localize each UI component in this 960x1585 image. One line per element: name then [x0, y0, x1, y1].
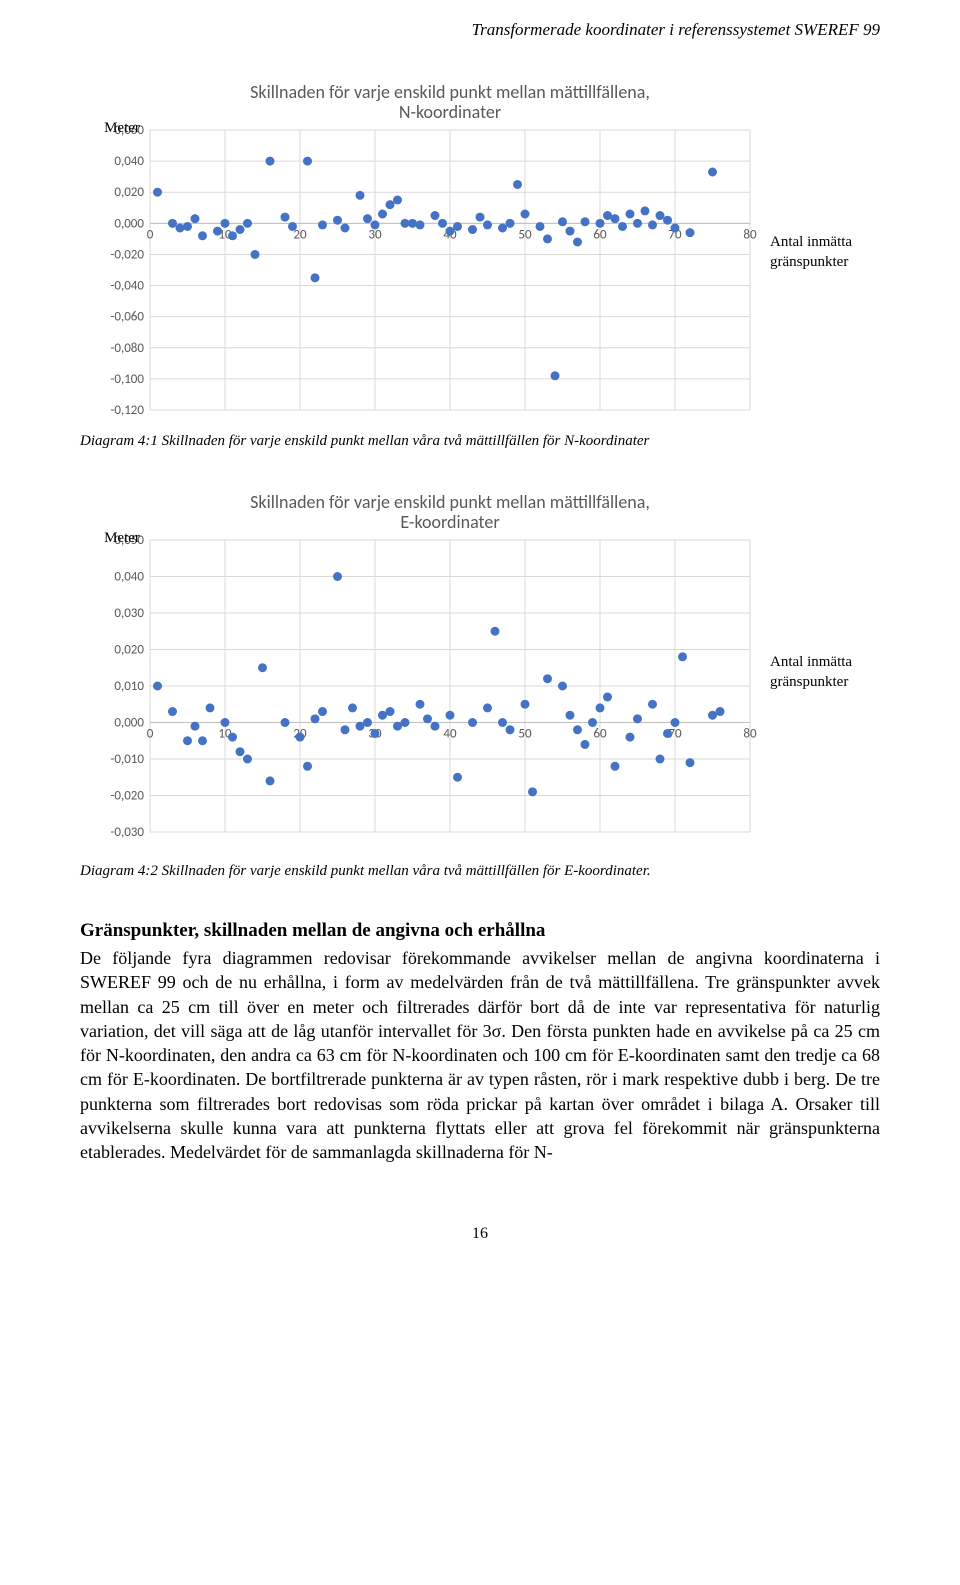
svg-text:80: 80 — [743, 727, 757, 742]
chart-1-caption: Diagram 4:1 Skillnaden för varje enskild… — [80, 433, 880, 450]
body-section: Gränspunkter, skillnaden mellan de angiv… — [80, 920, 880, 1165]
svg-text:-0,040: -0,040 — [110, 279, 144, 294]
svg-text:Skillnaden för varje enskild p: Skillnaden för varje enskild punkt mella… — [250, 81, 650, 103]
svg-text:-0,060: -0,060 — [110, 310, 144, 325]
svg-text:E-koordinater: E-koordinater — [400, 511, 499, 533]
svg-text:-0,020: -0,020 — [110, 789, 144, 804]
svg-text:0,010: 0,010 — [114, 679, 144, 694]
svg-text:-0,100: -0,100 — [110, 372, 144, 387]
svg-text:-0,010: -0,010 — [110, 752, 144, 767]
svg-text:0,000: 0,000 — [114, 716, 144, 731]
svg-text:50: 50 — [518, 227, 532, 242]
page-header: Transformerade koordinater i referenssys… — [80, 20, 880, 40]
svg-text:80: 80 — [743, 227, 757, 242]
svg-text:60: 60 — [593, 727, 607, 742]
svg-text:Skillnaden för varje enskild p: Skillnaden för varje enskild punkt mella… — [250, 491, 650, 513]
section-heading: Gränspunkter, skillnaden mellan de angiv… — [80, 920, 880, 942]
chart-2-block: 0,0500,0400,0300,0200,0100,000-0,010-0,0… — [80, 490, 880, 880]
svg-text:0,040: 0,040 — [114, 154, 144, 169]
svg-text:0,020: 0,020 — [114, 185, 144, 200]
section-body: De följande fyra diagrammen redovisar fö… — [80, 946, 880, 1165]
chart-1: 0,0600,0400,0200,000-0,020-0,040-0,060-0… — [80, 80, 760, 425]
chart-2: 0,0500,0400,0300,0200,0100,000-0,010-0,0… — [80, 490, 760, 855]
svg-text:60: 60 — [593, 227, 607, 242]
chart-2-legend: Antal inmättagränspunkter — [770, 653, 852, 692]
page-number: 16 — [80, 1225, 880, 1243]
svg-text:30: 30 — [368, 227, 382, 242]
svg-text:-0,120: -0,120 — [110, 403, 144, 418]
svg-text:0,000: 0,000 — [114, 216, 144, 231]
svg-text:40: 40 — [443, 727, 457, 742]
svg-text:0,020: 0,020 — [114, 643, 144, 658]
svg-text:0,040: 0,040 — [114, 570, 144, 585]
svg-text:50: 50 — [518, 727, 532, 742]
chart-1-block: 0,0600,0400,0200,000-0,020-0,040-0,060-0… — [80, 80, 880, 450]
svg-text:Meter: Meter — [104, 120, 140, 136]
svg-text:-0,080: -0,080 — [110, 341, 144, 356]
svg-text:-0,030: -0,030 — [110, 825, 144, 840]
chart-2-caption: Diagram 4:2 Skillnaden för varje enskild… — [80, 863, 880, 880]
svg-text:0: 0 — [147, 727, 154, 742]
svg-text:0,030: 0,030 — [114, 606, 144, 621]
chart-1-legend: Antal inmättagränspunkter — [770, 233, 852, 272]
svg-text:Meter: Meter — [104, 530, 140, 546]
svg-text:N-koordinater: N-koordinater — [399, 101, 501, 123]
svg-text:-0,020: -0,020 — [110, 247, 144, 262]
svg-text:0: 0 — [147, 227, 154, 242]
